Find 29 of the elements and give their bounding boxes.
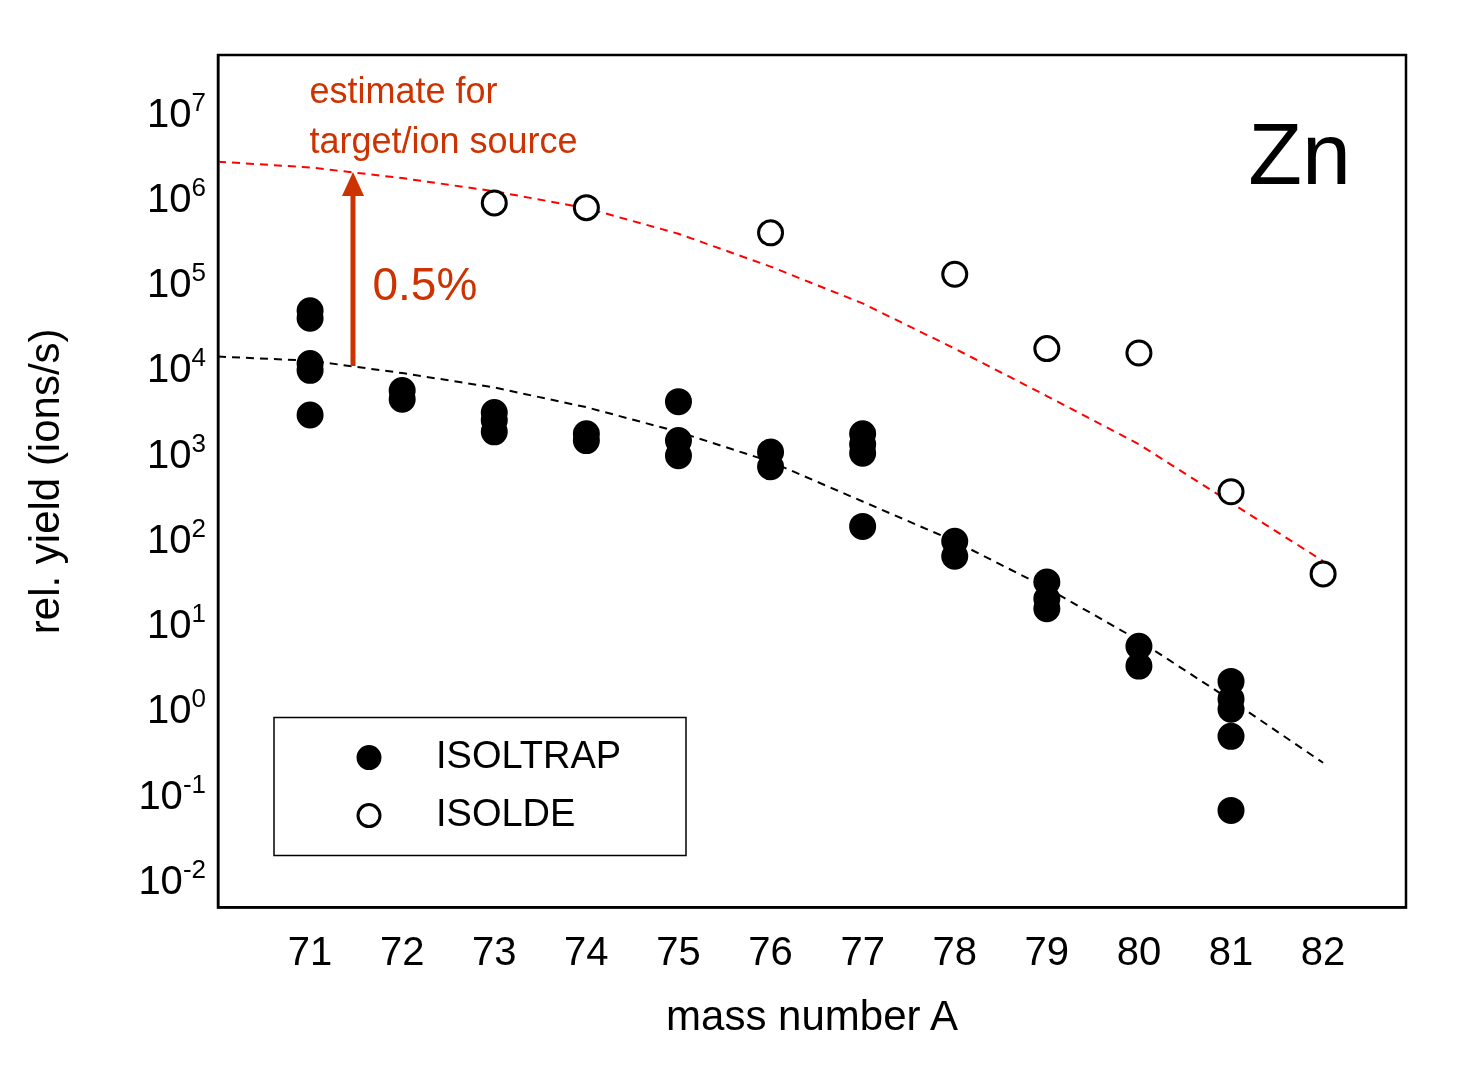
x-tick-label: 80 [1116,928,1162,973]
y-tick-label: 10$^{6}$ [147,171,206,222]
annotation: 0.5% [372,257,478,310]
x-tick-label: 79 [1024,928,1070,973]
y-tick-label: 10$^{-1}$ [138,768,206,819]
y-tick-label: 10$^{2}$ [147,512,206,563]
x-tick-label: 81 [1208,928,1254,973]
y-tick-label: 10$^{0}$ [147,683,206,734]
x-tick-label: 73 [472,928,517,973]
x-tick-label: 72 [379,928,425,973]
x-tick-label: 71 [287,928,333,973]
y-tick-label: 10$^{5}$ [147,257,206,308]
x-tick-label: 82 [1300,928,1346,973]
annotation: estimate for target/ion source [309,69,578,161]
y-tick-label: 10$^{7}$ [147,86,206,137]
y-tick-label: 10$^{-2}$ [138,853,206,904]
y-tick-label: 10$^{3}$ [147,427,206,478]
y-tick-label: 10$^{1}$ [147,598,206,649]
x-tick-label: 77 [840,928,885,973]
x-tick-label: 74 [564,928,609,973]
legend-label: ISOLDE [436,792,576,835]
annotation: Zn [1248,104,1351,204]
y-tick-label: 10$^{4}$ [147,342,206,393]
x-tick-label: 75 [656,928,701,973]
x-axis-title: mass number A [666,992,958,1040]
y-axis-title: rel. yield (ions/s) [20,328,68,635]
x-tick-label: 78 [932,928,977,973]
x-tick-label: 76 [748,928,793,973]
legend-label: ISOLTRAP [436,734,622,777]
